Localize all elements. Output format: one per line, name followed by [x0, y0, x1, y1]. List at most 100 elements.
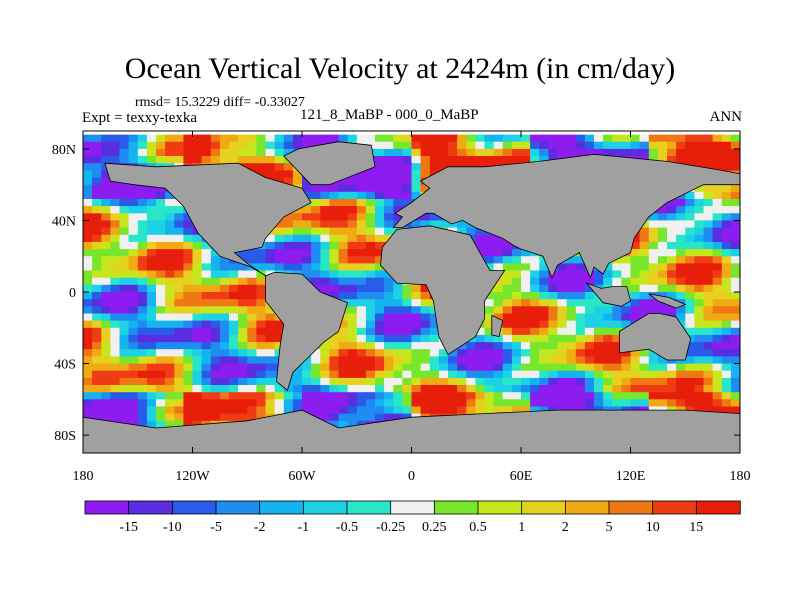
field-cell	[146, 327, 157, 336]
field-cell	[256, 349, 267, 357]
field-cell	[420, 363, 431, 372]
field-cell	[393, 356, 403, 365]
field-cell	[721, 163, 732, 171]
field-cell	[192, 284, 203, 293]
field-cell	[712, 163, 723, 171]
field-cell	[92, 220, 102, 229]
field-cell	[156, 141, 166, 150]
field-cell	[475, 241, 486, 250]
field-cell	[730, 256, 740, 264]
colorbar-swatch	[521, 500, 567, 515]
field-cell	[667, 277, 677, 286]
field-cell	[247, 406, 257, 415]
field-cell	[229, 292, 239, 300]
field-cell	[621, 306, 632, 315]
field-cell	[375, 385, 385, 393]
field-cell	[530, 263, 540, 272]
field-cell	[302, 385, 312, 393]
field-cell	[365, 349, 376, 357]
field-cell	[703, 306, 714, 315]
field-cell	[174, 377, 184, 386]
field-cell	[584, 306, 595, 315]
field-cell	[703, 334, 714, 343]
field-cell	[721, 356, 732, 365]
field-cell	[165, 385, 175, 393]
field-cell	[712, 299, 723, 307]
field-cell	[156, 320, 166, 329]
field-cell	[192, 342, 203, 350]
field-cell	[101, 356, 111, 365]
field-cell	[466, 385, 476, 393]
field-cell	[219, 413, 230, 422]
field-cell	[146, 199, 157, 207]
field-cell	[101, 234, 111, 243]
field-cell	[657, 141, 668, 150]
field-cell	[429, 377, 440, 386]
field-cell	[539, 399, 549, 408]
field-cell	[292, 220, 303, 229]
field-cell	[730, 334, 740, 343]
field-cell	[530, 292, 540, 300]
field-cell	[302, 363, 312, 372]
chart-title: Ocean Vertical Velocity at 2424m (in cm/…	[124, 52, 676, 85]
field-cell	[493, 277, 504, 286]
field-cell	[119, 134, 130, 143]
field-cell	[648, 213, 659, 222]
field-cell	[721, 220, 732, 229]
field-cell	[137, 420, 148, 429]
field-cell	[83, 234, 93, 243]
field-cell	[420, 134, 431, 143]
field-cell	[594, 399, 604, 408]
field-cell	[356, 170, 367, 179]
field-cell	[703, 256, 714, 264]
field-cell	[110, 349, 121, 357]
field-cell	[402, 184, 413, 193]
field-cell	[247, 363, 257, 372]
field-cell	[429, 141, 440, 150]
field-cell	[137, 413, 148, 422]
field-cell	[229, 306, 239, 315]
field-cell	[219, 292, 230, 300]
field-cell	[119, 377, 130, 386]
colorbar-label: 1	[518, 520, 525, 535]
field-cell	[83, 385, 93, 393]
field-cell	[156, 184, 166, 193]
field-cell	[83, 277, 93, 286]
field-cell	[466, 134, 476, 143]
field-cell	[694, 213, 705, 222]
field-cell	[584, 385, 595, 393]
field-cell	[119, 213, 130, 222]
field-cell	[402, 399, 413, 408]
field-cell	[703, 227, 714, 236]
field-cell	[676, 148, 686, 157]
field-cell	[657, 292, 668, 300]
field-cell	[238, 292, 248, 300]
field-cell	[83, 249, 93, 257]
field-cell	[356, 377, 367, 386]
field-cell	[365, 249, 376, 257]
field-cell	[502, 385, 513, 393]
field-cell	[721, 292, 732, 300]
field-cell	[685, 306, 695, 315]
field-cell	[530, 334, 540, 343]
field-cell	[384, 134, 394, 143]
field-cell	[721, 370, 732, 379]
field-cell	[657, 356, 668, 365]
field-cell	[521, 134, 531, 143]
field-cell	[694, 392, 705, 400]
field-cell	[347, 184, 358, 193]
field-cell	[174, 263, 184, 272]
field-cell	[420, 392, 431, 400]
field-cell	[192, 256, 203, 264]
field-cell	[210, 413, 221, 422]
field-cell	[165, 313, 175, 322]
field-cell	[566, 299, 577, 307]
field-cell	[146, 220, 157, 229]
field-cell	[648, 385, 659, 393]
field-cell	[101, 413, 111, 422]
field-cell	[229, 263, 239, 272]
field-cell	[548, 277, 559, 286]
field-cell	[393, 184, 403, 193]
field-cell	[685, 385, 695, 393]
field-cell	[302, 256, 312, 264]
